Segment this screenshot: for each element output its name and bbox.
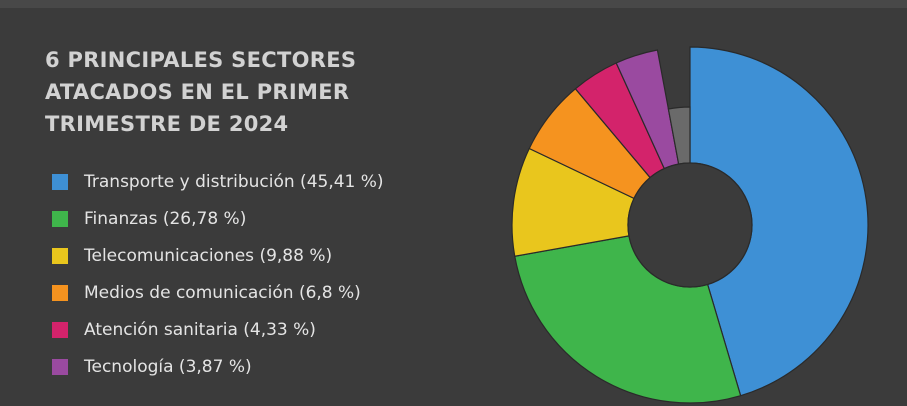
legend-swatch (52, 173, 68, 190)
legend-swatch (52, 284, 68, 301)
legend-item: Tecnología (3,87 %) (52, 348, 384, 385)
legend-swatch (52, 321, 68, 338)
legend-label: Atención sanitaria (4,33 %) (84, 319, 316, 340)
legend-label: Medios de comunicación (6,8 %) (84, 282, 361, 303)
donut-hole (627, 162, 753, 288)
legend-label: Tecnología (3,87 %) (84, 356, 252, 377)
chart-title: 6 PRINCIPALES SECTORES ATACADOS EN EL PR… (45, 48, 357, 136)
legend-label: Finanzas (26,78 %) (84, 208, 247, 229)
legend-swatch (52, 247, 68, 264)
legend-item: Atención sanitaria (4,33 %) (52, 311, 384, 348)
legend-label: Telecomunicaciones (9,88 %) (84, 245, 333, 266)
legend-item: Telecomunicaciones (9,88 %) (52, 237, 384, 274)
legend-swatch (52, 210, 68, 227)
top-band (0, 0, 907, 8)
legend-item: Transporte y distribución (45,41 %) (52, 163, 384, 200)
legend-swatch (52, 358, 68, 375)
legend-label: Transporte y distribución (45,41 %) (84, 171, 384, 192)
legend: Transporte y distribución (45,41 %) Finan… (52, 163, 384, 385)
legend-item: Finanzas (26,78 %) (52, 200, 384, 237)
legend-item: Medios de comunicación (6,8 %) (52, 274, 384, 311)
